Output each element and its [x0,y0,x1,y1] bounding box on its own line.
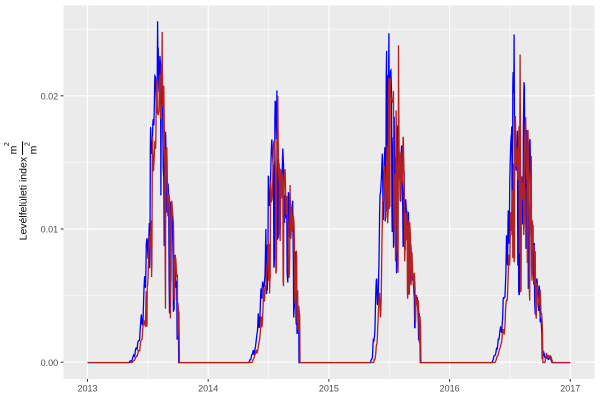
svg-text:m: m [28,145,40,154]
svg-text:m: m [7,145,19,154]
svg-text:2013: 2013 [77,384,97,394]
svg-text:0.01: 0.01 [41,225,59,235]
svg-text:2015: 2015 [319,384,339,394]
svg-text:2: 2 [4,142,11,146]
svg-text:Levélfelületi index: Levélfelületi index [18,156,30,240]
svg-text:0.02: 0.02 [41,91,59,101]
svg-text:2: 2 [24,142,31,146]
svg-text:0.00: 0.00 [41,358,59,368]
svg-text:2017: 2017 [560,384,580,394]
svg-text:2014: 2014 [198,384,218,394]
svg-text:2016: 2016 [440,384,460,394]
